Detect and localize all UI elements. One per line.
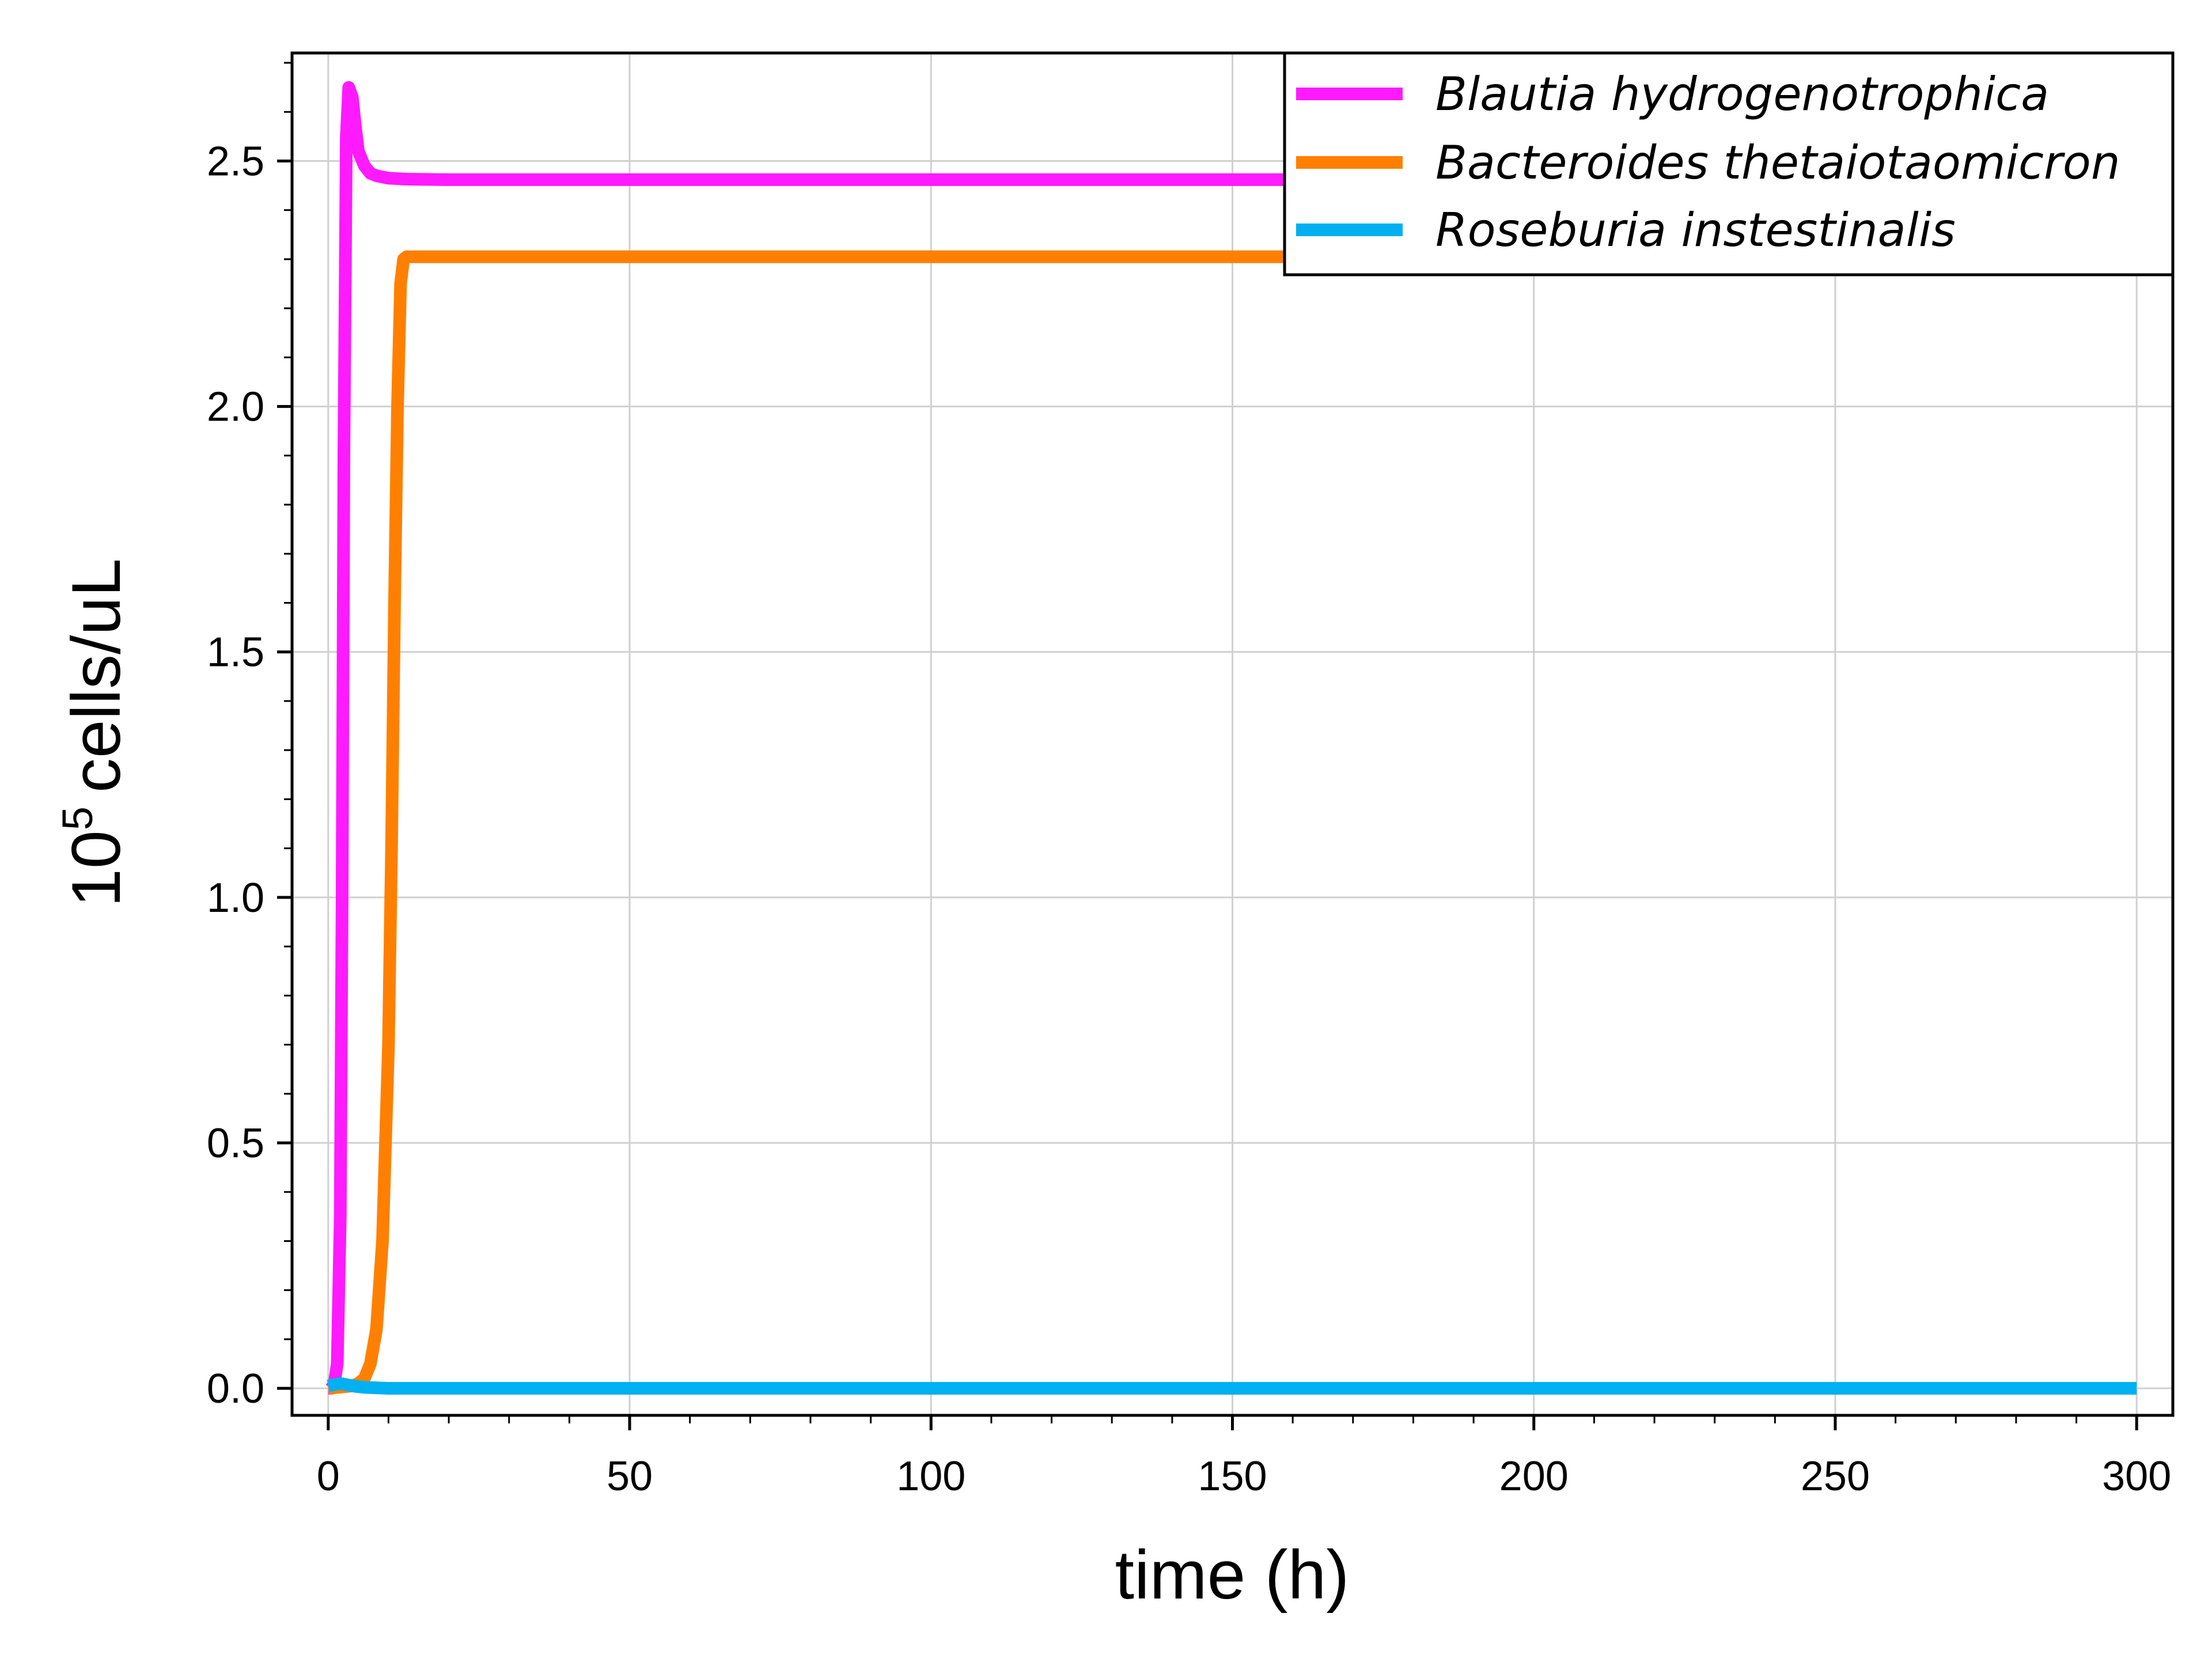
legend-label-roseburia: Roseburia instestinalis	[1435, 203, 1956, 257]
y-tick-label: 1.0	[207, 875, 264, 921]
x-tick-labels: 0 50 100 150 200 250 300	[317, 1453, 2172, 1499]
x-tick-label: 150	[1198, 1453, 1267, 1499]
x-tick-label: 100	[896, 1453, 965, 1499]
x-tick-label: 200	[1499, 1453, 1569, 1499]
legend: Blautia hydrogenotrophica Bacteroides th…	[1283, 51, 2175, 276]
series-line-roseburia	[327, 1377, 2137, 1395]
legend-label-bacteroides: Bacteroides thetaiotaomicron	[1435, 136, 2120, 190]
x-tick-label: 300	[2102, 1453, 2171, 1499]
x-tick-label: 0	[317, 1453, 340, 1499]
series-line-blautia	[325, 81, 2137, 1395]
y-axis-title-exponent: 5	[54, 806, 101, 830]
y-tick-label: 1.5	[207, 630, 264, 676]
legend-label-blautia: Blautia hydrogenotrophica	[1435, 67, 2049, 121]
y-tick-label: 0.5	[207, 1120, 264, 1166]
y-tick-label: 2.0	[207, 384, 264, 430]
y-tick-label: 2.5	[207, 138, 264, 184]
major-ticks	[277, 159, 2138, 1430]
x-tick-label: 250	[1801, 1453, 1870, 1499]
y-axis-title-base: 10	[58, 830, 135, 907]
x-tick-label: 50	[607, 1453, 653, 1499]
y-axis-title-unit: cells/uL	[58, 558, 135, 793]
legend-frame	[1283, 51, 2175, 276]
x-axis-title: time (h)	[1115, 1536, 1350, 1613]
series-layer	[325, 81, 2137, 1395]
series-line-bacteroides	[327, 250, 2137, 1395]
y-tick-labels: 0.0 0.5 1.0 1.5 2.0 2.5	[207, 138, 264, 1412]
y-axis-title: 105 cells/uL	[54, 558, 135, 907]
y-tick-label: 0.0	[207, 1366, 264, 1412]
